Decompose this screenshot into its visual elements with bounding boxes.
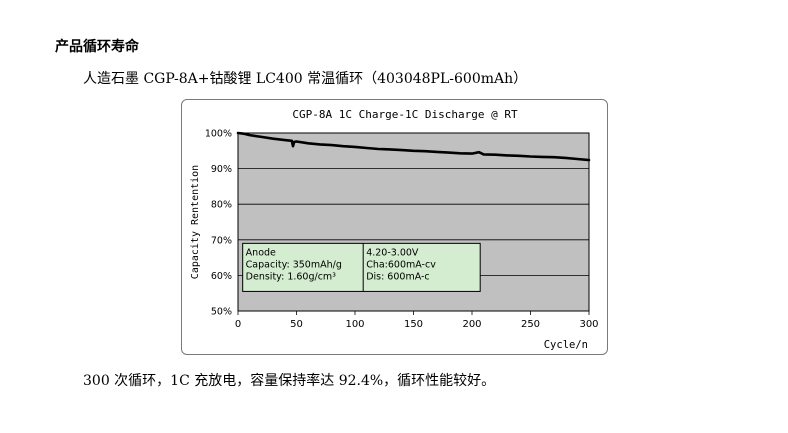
chart-frame: CGP-8A 1C Charge-1C Discharge @ RT 50% 60… xyxy=(181,99,608,355)
annotation-right-line: Cha:600mA-cv xyxy=(366,259,436,270)
x-tick-label: 300 xyxy=(579,319,598,330)
chart-title: CGP-8A 1C Charge-1C Discharge @ RT xyxy=(292,108,518,121)
x-tick-label: 200 xyxy=(462,319,481,330)
y-tick-label: 50% xyxy=(211,307,232,318)
annotation-box-bg xyxy=(242,242,481,292)
y-tick-label: 60% xyxy=(211,271,232,282)
annotation-left-line: Capacity: 350mAh/g xyxy=(246,259,342,270)
cycle-life-chart: CGP-8A 1C Charge-1C Discharge @ RT 50% 60… xyxy=(190,108,599,351)
annotation-left-line: Density: 1.60g/cm³ xyxy=(246,271,337,282)
annotation-right-line: 4.20-3.00V xyxy=(366,247,419,258)
y-tick-label: 90% xyxy=(211,164,232,175)
x-axis-label: Cycle/n xyxy=(544,339,588,351)
y-tick-label: 100% xyxy=(205,129,232,140)
x-tick-labels: 0 50 100 150 200 250 300 xyxy=(235,311,599,330)
x-tick-label: 150 xyxy=(404,319,423,330)
section-subtitle: 人造石墨 CGP-8A+钴酸锂 LC400 常温循环（403048PL-600m… xyxy=(83,71,528,87)
series-line-0 xyxy=(236,131,591,162)
series-layer xyxy=(236,131,591,162)
x-tick-label: 250 xyxy=(521,319,540,330)
conclusion-text: 300 次循环，1C 充放电，容量保持率达 92.4%，循环性能较好。 xyxy=(83,373,496,389)
x-tick-label: 100 xyxy=(345,319,364,330)
y-tick-label: 70% xyxy=(211,235,232,246)
y-axis-label: Capacity Rentention xyxy=(190,165,201,279)
x-tick-label: 50 xyxy=(290,319,303,330)
x-tick-label: 0 xyxy=(235,319,241,330)
annotation-right-line: Dis: 600mA-c xyxy=(366,271,429,282)
section-heading: 产品循环寿命 xyxy=(55,39,139,55)
y-tick-label: 80% xyxy=(211,200,232,211)
annotation-left-line: Anode xyxy=(246,247,276,258)
y-tick-labels: 50% 60% 70% 80% 90% 100% xyxy=(205,129,232,318)
